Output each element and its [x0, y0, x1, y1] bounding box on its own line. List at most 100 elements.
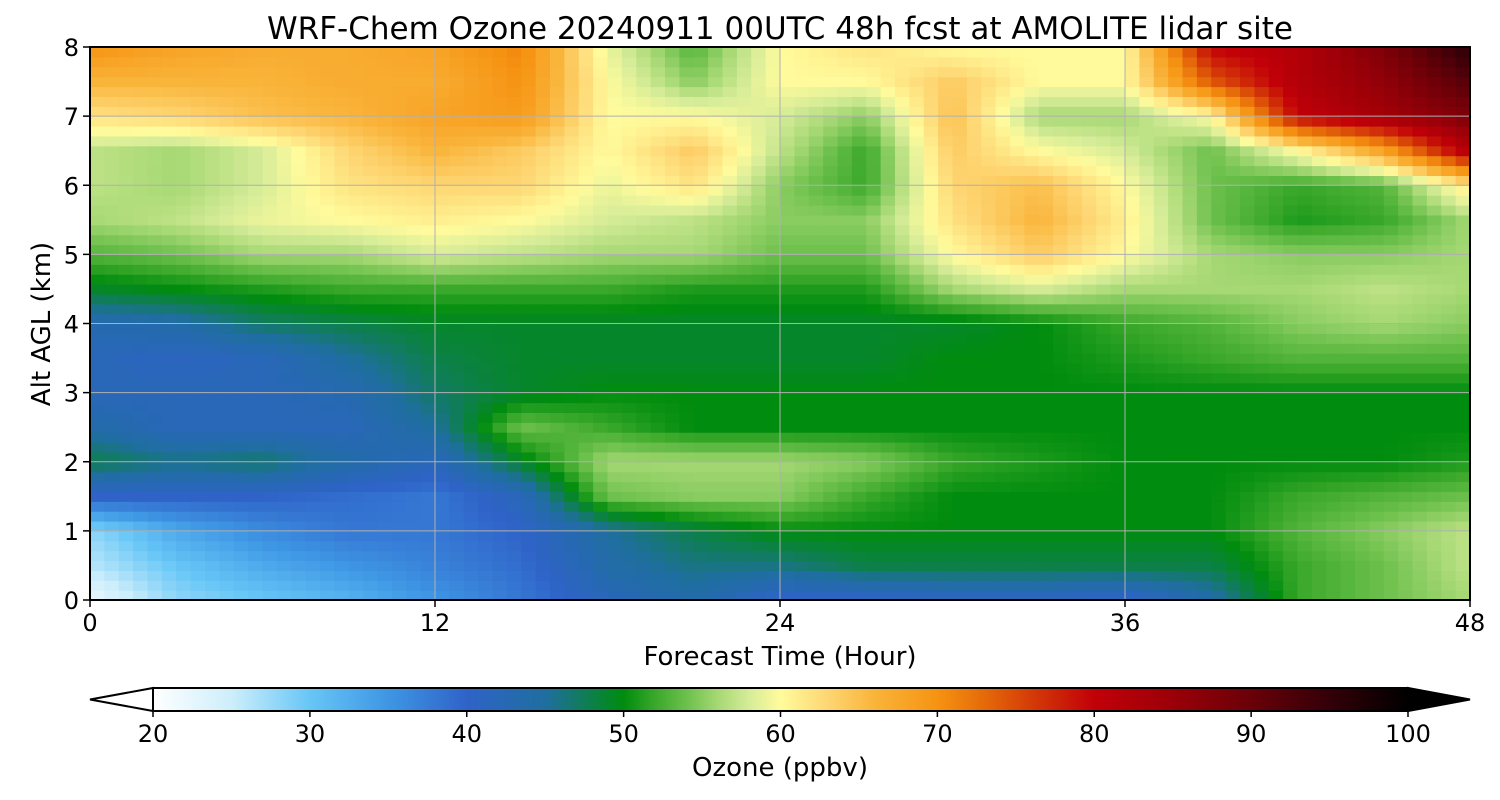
heatmap-cell	[578, 560, 594, 571]
heatmap-cell	[636, 234, 652, 246]
heatmap-cell	[909, 205, 925, 216]
heatmap-cell	[880, 274, 896, 285]
heatmap-cell	[1211, 471, 1227, 483]
heatmap-cell	[966, 185, 982, 196]
heatmap-cell	[981, 234, 997, 246]
heatmap-cell	[837, 185, 853, 196]
heatmap-cell	[291, 126, 307, 137]
heatmap-cell	[765, 540, 781, 552]
heatmap-cell	[1369, 461, 1385, 473]
heatmap-cell	[506, 540, 522, 552]
heatmap-cell	[506, 501, 522, 512]
heatmap-cell	[506, 224, 522, 236]
heatmap-cell	[420, 540, 436, 552]
heatmap-cell	[621, 343, 637, 354]
heatmap-cell	[104, 175, 120, 186]
heatmap-cell	[765, 471, 781, 483]
heatmap-cell	[305, 432, 321, 443]
heatmap-cell	[708, 195, 724, 206]
heatmap-cell	[966, 205, 982, 216]
heatmap-cell	[736, 126, 752, 137]
heatmap-cell	[780, 570, 795, 581]
heatmap-cell	[1326, 540, 1342, 552]
heatmap-cell	[1038, 540, 1054, 552]
heatmap-cell	[391, 530, 407, 542]
heatmap-cell	[794, 244, 810, 255]
heatmap-cell	[1010, 126, 1025, 137]
heatmap-cell	[1168, 145, 1184, 157]
heatmap-cell	[923, 86, 939, 97]
heatmap-cell	[1297, 284, 1313, 295]
heatmap-cell	[291, 264, 307, 275]
heatmap-cell	[1455, 422, 1471, 433]
heatmap-cell	[665, 195, 680, 206]
heatmap-cell	[1383, 195, 1399, 206]
heatmap-cell	[722, 432, 738, 443]
heatmap-cell	[233, 530, 249, 542]
heatmap-cell	[391, 214, 407, 226]
heatmap-cell	[1326, 580, 1342, 591]
heatmap-cell	[995, 540, 1011, 552]
heatmap-cell	[305, 451, 321, 463]
heatmap-cell	[233, 195, 249, 206]
heatmap-cell	[176, 392, 192, 404]
heatmap-cell	[420, 560, 436, 571]
heatmap-cell	[478, 86, 494, 97]
heatmap-cell	[1240, 96, 1255, 107]
heatmap-cell	[1398, 501, 1414, 512]
heatmap-cell	[1196, 145, 1212, 157]
heatmap-cell	[262, 205, 278, 216]
heatmap-cell	[478, 540, 494, 552]
heatmap-cell	[1268, 521, 1284, 532]
heatmap-cell	[765, 96, 781, 107]
heatmap-cell	[1441, 550, 1457, 562]
heatmap-cell	[593, 185, 609, 196]
heatmap-cell	[1010, 293, 1025, 305]
heatmap-cell	[837, 195, 853, 206]
heatmap-cell	[334, 284, 350, 295]
heatmap-cell	[1225, 501, 1241, 512]
heatmap-cell	[578, 402, 594, 413]
heatmap-cell	[262, 521, 278, 532]
heatmap-cell	[1398, 432, 1414, 443]
heatmap-cell	[650, 471, 666, 483]
heatmap-cell	[1010, 521, 1025, 532]
heatmap-cell	[1383, 530, 1399, 542]
heatmap-cell	[780, 491, 795, 502]
heatmap-cell	[1110, 86, 1126, 97]
heatmap-cell	[966, 175, 982, 186]
heatmap-cell	[190, 234, 206, 246]
heatmap-cell	[665, 116, 680, 127]
heatmap-cell	[966, 343, 982, 354]
heatmap-cell	[205, 86, 220, 97]
heatmap-cell	[1225, 481, 1241, 492]
heatmap-cell	[1196, 432, 1212, 443]
heatmap-cell	[780, 135, 795, 147]
heatmap-cell	[478, 402, 494, 413]
heatmap-cell	[435, 530, 450, 542]
heatmap-cell	[708, 313, 724, 325]
heatmap-cell	[1254, 185, 1270, 196]
heatmap-cell	[406, 185, 422, 196]
heatmap-cell	[161, 382, 177, 394]
heatmap-cell	[1412, 580, 1428, 591]
heatmap-cell	[320, 126, 335, 137]
heatmap-cell	[506, 323, 522, 334]
heatmap-cell	[550, 560, 565, 571]
heatmap-cell	[1340, 323, 1356, 334]
heatmap-cell	[506, 106, 522, 117]
heatmap-cell	[1326, 323, 1342, 334]
heatmap-cell	[478, 471, 494, 483]
heatmap-cell	[1254, 224, 1270, 236]
heatmap-cell	[1283, 392, 1299, 404]
heatmap-cell	[966, 590, 982, 601]
heatmap-cell	[1254, 451, 1270, 463]
heatmap-cell	[1455, 491, 1471, 502]
heatmap-cell	[880, 244, 896, 255]
heatmap-cell	[751, 234, 767, 246]
heatmap-cell	[521, 570, 537, 581]
heatmap-cell	[291, 501, 307, 512]
heatmap-cell	[650, 323, 666, 334]
heatmap-cell	[248, 116, 264, 127]
heatmap-cell	[1383, 481, 1399, 492]
